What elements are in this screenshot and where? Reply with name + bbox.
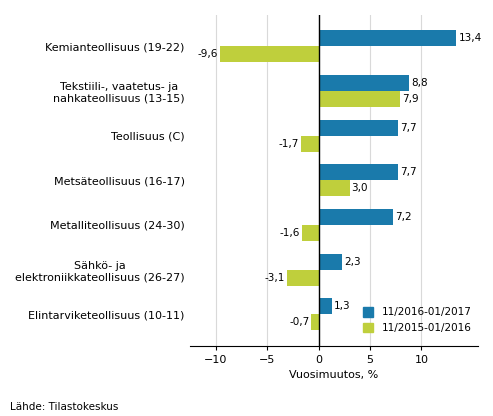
Bar xyxy=(318,254,342,270)
Text: -1,7: -1,7 xyxy=(279,139,299,149)
Bar xyxy=(318,298,332,314)
Bar xyxy=(220,46,318,62)
Text: 8,8: 8,8 xyxy=(411,78,428,88)
Bar xyxy=(318,30,457,46)
Text: -1,6: -1,6 xyxy=(280,228,300,238)
X-axis label: Vuosimuutos, %: Vuosimuutos, % xyxy=(289,370,379,380)
Text: 3,0: 3,0 xyxy=(352,183,368,193)
Text: -9,6: -9,6 xyxy=(198,50,218,59)
Legend: 11/2016-01/2017, 11/2015-01/2016: 11/2016-01/2017, 11/2015-01/2016 xyxy=(359,303,476,337)
Text: -3,1: -3,1 xyxy=(264,273,285,283)
Bar xyxy=(312,314,318,330)
Bar xyxy=(318,119,398,136)
Bar xyxy=(302,225,318,241)
Bar xyxy=(301,136,318,152)
Bar xyxy=(287,270,318,286)
Bar xyxy=(318,180,350,196)
Text: Lähde: Tilastokeskus: Lähde: Tilastokeskus xyxy=(10,402,118,412)
Text: 7,7: 7,7 xyxy=(400,167,417,177)
Text: 2,3: 2,3 xyxy=(345,257,361,267)
Text: 7,2: 7,2 xyxy=(395,212,411,222)
Text: -0,7: -0,7 xyxy=(289,317,310,327)
Text: 7,9: 7,9 xyxy=(402,94,419,104)
Bar xyxy=(318,75,409,91)
Bar xyxy=(318,164,398,180)
Bar xyxy=(318,91,400,107)
Text: 1,3: 1,3 xyxy=(334,301,351,311)
Text: 13,4: 13,4 xyxy=(458,33,482,43)
Text: 7,7: 7,7 xyxy=(400,123,417,133)
Bar xyxy=(318,209,393,225)
